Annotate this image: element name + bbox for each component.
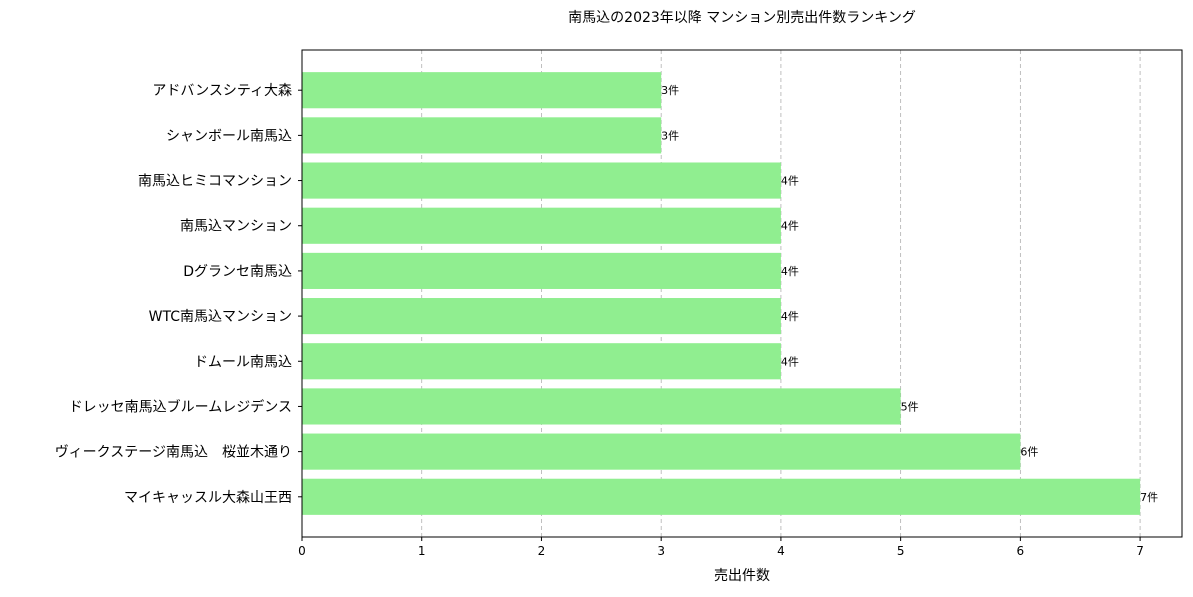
bar	[302, 298, 781, 335]
bar	[302, 117, 662, 154]
bar-value-label: 4件	[781, 220, 799, 233]
x-tick-label: 3	[657, 544, 665, 558]
bar-value-label: 4件	[781, 355, 799, 368]
bar-value-label: 3件	[661, 129, 679, 142]
bar	[302, 433, 1021, 470]
y-tick-label: マイキャッスル大森山王西	[124, 490, 292, 506]
bar-value-label: 5件	[901, 400, 919, 413]
y-tick-label: WTC南馬込マンション	[149, 309, 292, 325]
y-tick-label: 南馬込ヒミコマンション	[138, 174, 292, 190]
x-axis-label: 売出件数	[714, 568, 770, 584]
bar	[302, 72, 662, 109]
x-tick-label: 5	[897, 544, 905, 558]
x-tick-label: 6	[1017, 544, 1025, 558]
bar	[302, 343, 781, 380]
y-tick-label: ドレッセ南馬込ブルームレジデンス	[69, 398, 292, 415]
bar	[302, 252, 781, 289]
y-tick-label: 南馬込マンション	[180, 219, 292, 235]
bar-value-label: 4件	[781, 265, 799, 278]
y-tick-label: アドバンスシティ大森	[152, 83, 292, 99]
bar-value-label: 4件	[781, 310, 799, 323]
x-tick-label: 4	[777, 544, 785, 558]
y-tick-label: ドムール南馬込	[194, 354, 292, 370]
x-tick-label: 2	[538, 544, 546, 558]
bar	[302, 478, 1141, 515]
x-tick-label: 1	[418, 544, 426, 558]
y-tick-label: Dグランセ南馬込	[183, 264, 292, 280]
bar	[302, 162, 781, 199]
x-tick-label: 7	[1136, 544, 1144, 558]
bar	[302, 207, 781, 244]
x-tick-label: 0	[298, 544, 306, 558]
bar-value-label: 4件	[781, 175, 799, 188]
plot-frame	[301, 49, 1183, 538]
bar-value-label: 7件	[1140, 491, 1158, 504]
bar-value-label: 6件	[1020, 446, 1038, 459]
bar-value-label: 3件	[661, 84, 679, 97]
y-tick-label: ヴィークステージ南馬込 桜並木通り	[55, 444, 292, 461]
chart-title: 南馬込の2023年以降 マンション別売出件数ランキング	[568, 10, 916, 26]
y-tick-label: シャンボール南馬込	[166, 128, 292, 144]
bar	[302, 388, 901, 425]
